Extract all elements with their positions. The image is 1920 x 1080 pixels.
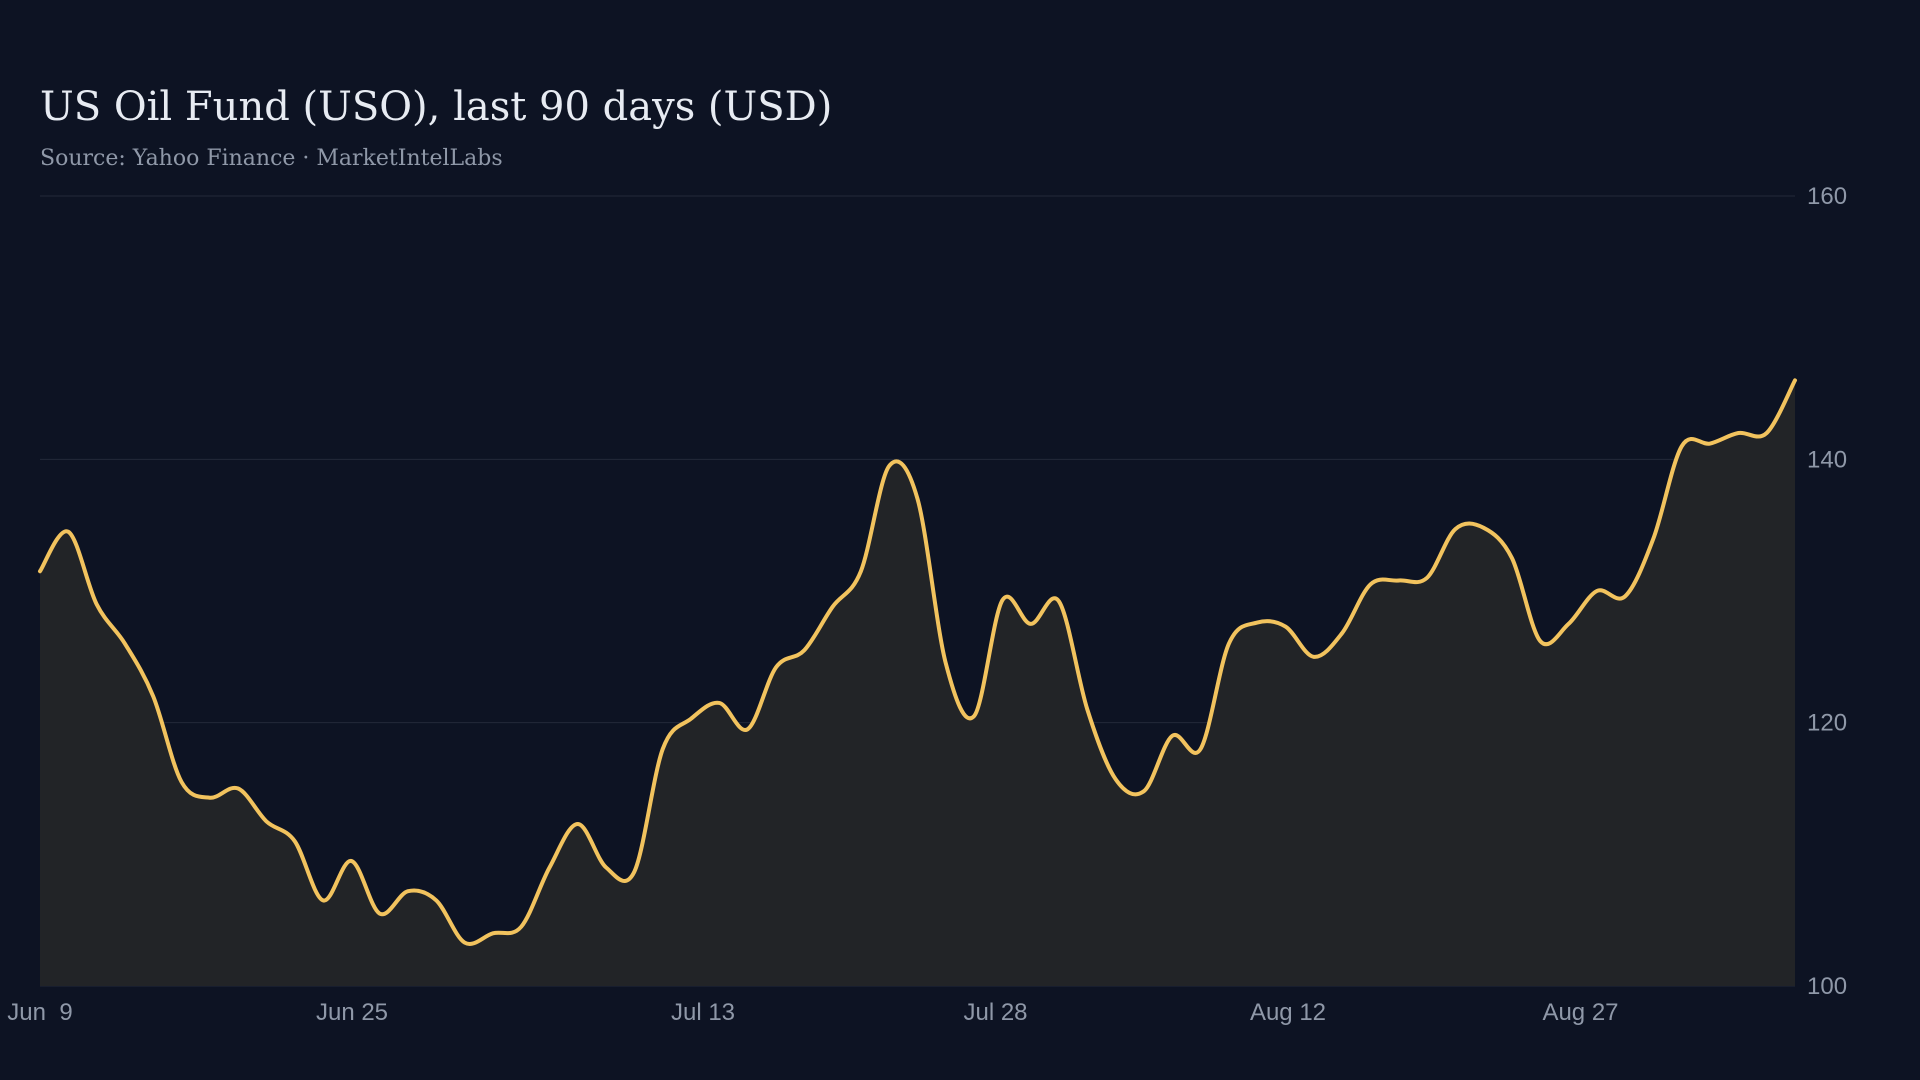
x-tick-label: Jun 9: [7, 999, 72, 1026]
x-tick-label: Jul 13: [671, 999, 735, 1026]
y-tick-label: 140: [1807, 446, 1847, 473]
x-tick-label: Jun 25: [316, 999, 388, 1026]
x-tick-label: Aug 27: [1542, 999, 1618, 1026]
y-tick-label: 100: [1807, 973, 1847, 1000]
y-tick-label: 160: [1807, 183, 1847, 210]
chart-title: US Oil Fund (USO), last 90 days (USD): [40, 84, 833, 130]
area-fill: [40, 380, 1795, 987]
x-axis-labels: Jun 9 Jun 25 Jul 13 Jul 28 Aug 12 Aug 27: [7, 999, 1618, 1026]
x-tick-label: Aug 12: [1250, 999, 1326, 1026]
chart-subtitle: Source: Yahoo Finance · MarketIntelLabs: [40, 146, 503, 171]
x-tick-label: Jul 28: [963, 999, 1027, 1026]
y-axis-labels: 100 120 140 160: [1807, 183, 1847, 1000]
price-series-line: [38, 378, 1797, 946]
y-tick-label: 120: [1807, 710, 1847, 737]
